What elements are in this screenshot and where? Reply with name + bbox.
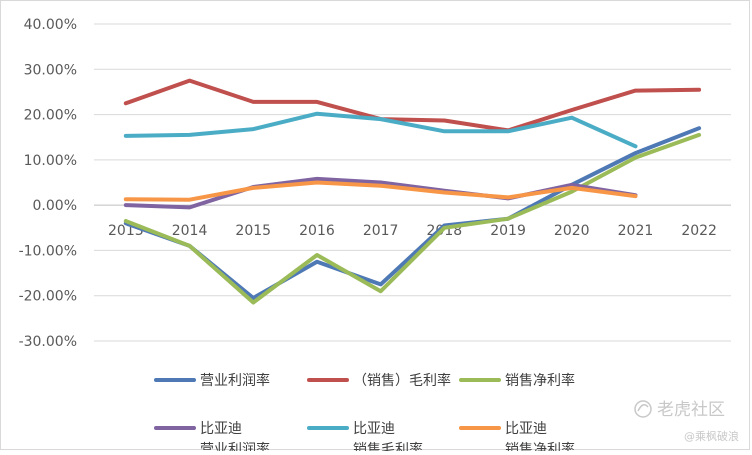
- y-tick-label: -20.00%: [19, 289, 77, 305]
- legend-item: 营业利润率: [154, 372, 270, 389]
- legend-item: 销售净利率: [459, 372, 575, 389]
- y-tick-label: 40.00%: [24, 17, 77, 33]
- watermark-author: @乘枫破浪: [684, 429, 739, 443]
- x-tick-label: 2022: [681, 223, 717, 239]
- y-tick-label: -30.00%: [19, 334, 77, 350]
- legend: 营业利润率 （销售）毛利率 销售净利率比亚迪营业利润率比亚迪销售毛利率比亚迪销售净利…: [154, 372, 575, 455]
- gridlines: [94, 23, 731, 342]
- y-tick-label: -10.00%: [19, 243, 77, 259]
- y-tick-label: 20.00%: [24, 108, 77, 124]
- series-line-5: [123, 111, 638, 149]
- watermark-logo-icon: [634, 400, 652, 418]
- series-line-3: [123, 132, 702, 305]
- x-tick-label: 2017: [363, 223, 399, 239]
- x-axis-ticks: 2013 2014 2015 2016 2017 2018 2019 2020 2021 2022: [108, 223, 717, 239]
- series-line-2: [123, 78, 702, 133]
- y-tick-label: 0.00%: [33, 198, 77, 214]
- legend-label: （销售）毛利率: [353, 372, 451, 389]
- y-tick-label: 30.00%: [24, 62, 77, 78]
- y-tick-label: 10.00%: [24, 153, 77, 169]
- legend-label: 比亚迪: [505, 421, 547, 437]
- x-tick-label: 2014: [172, 223, 208, 239]
- legend-label: 比亚迪: [200, 421, 242, 437]
- watermark-brand: 老虎社区: [657, 400, 725, 420]
- series-line-6: [123, 180, 638, 202]
- legend-label: 比亚迪: [353, 421, 395, 437]
- x-tick-label: 2020: [554, 223, 590, 239]
- series-line-1: [123, 126, 702, 300]
- series-lines: [123, 78, 702, 305]
- legend-label: 营业利润率: [200, 441, 270, 451]
- y-axis-ticks: 40.00% 30.00% 20.00% 10.00% 0.00% -10.00% -20.…: [19, 17, 77, 350]
- watermark: 老虎社区 @乘枫破浪: [634, 400, 739, 443]
- legend-label: 销售毛利率: [353, 441, 423, 451]
- x-tick-label: 2016: [299, 223, 335, 239]
- legend-label: 销售净利率: [505, 441, 575, 451]
- legend-label: 营业利润率: [200, 372, 270, 389]
- legend-label: 销售净利率: [505, 372, 575, 389]
- legend-item: （销售）毛利率: [307, 372, 451, 389]
- x-tick-label: 2021: [618, 223, 654, 239]
- x-tick-label: 2015: [235, 223, 271, 239]
- x-tick-label: 2019: [490, 223, 526, 239]
